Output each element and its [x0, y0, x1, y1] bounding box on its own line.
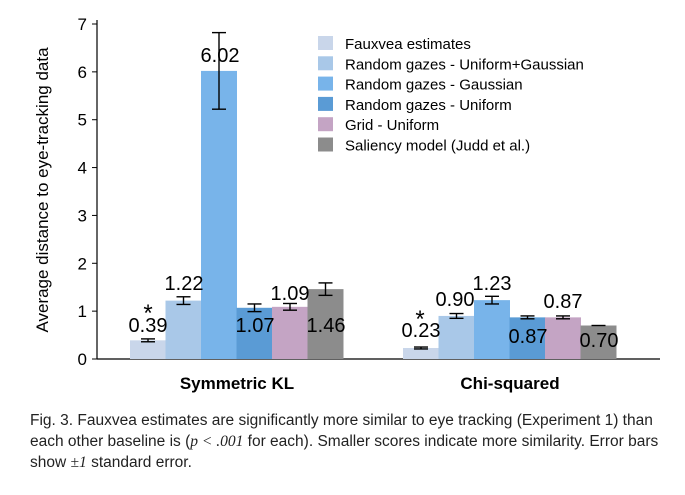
category-label: Symmetric KL: [180, 374, 294, 393]
y-tick-label: 7: [78, 15, 87, 34]
y-tick-label: 1: [78, 302, 87, 321]
bar: [580, 325, 617, 359]
caption-pm: ±1: [70, 454, 87, 471]
data-label: 0.23: [402, 320, 441, 342]
data-label: 1.46: [307, 315, 346, 337]
legend-swatch: [318, 76, 333, 91]
caption-text-3: standard error.: [86, 454, 192, 471]
bar: [403, 347, 439, 359]
legend-swatch: [318, 96, 333, 111]
data-label: 1.22: [165, 273, 204, 295]
y-tick-label: 5: [78, 111, 87, 130]
significance-marker: *: [143, 300, 152, 327]
y-tick-label: 6: [78, 63, 87, 82]
bar: [130, 340, 166, 359]
data-label: 1.23: [473, 273, 512, 295]
data-label: 0.39: [129, 315, 168, 337]
bar: [509, 317, 546, 359]
caption-math: p < .001: [190, 433, 244, 450]
legend-label: Fauxvea estimates: [345, 36, 471, 53]
bar: [272, 306, 308, 359]
y-tick-label: 0: [78, 350, 87, 369]
bar: [201, 70, 237, 360]
y-tick-label: 2: [78, 254, 87, 273]
bar: [474, 300, 510, 359]
legend-swatch: [318, 137, 333, 152]
category-label: Chi-squared: [460, 374, 559, 393]
bar: [165, 300, 202, 359]
y-tick-label: 3: [78, 206, 87, 225]
data-label: 0.90: [436, 289, 475, 311]
bar: [545, 317, 581, 359]
legend-swatch: [318, 117, 333, 132]
data-label: 1.07: [236, 315, 275, 337]
significance-marker: *: [415, 306, 424, 333]
figure-caption: Fig. 3. Fauxvea estimates are significan…: [30, 410, 660, 473]
bar: [236, 307, 273, 359]
data-label: 0.87: [544, 291, 583, 313]
y-axis-label: Average distance to eye-tracking data: [33, 47, 52, 333]
legend-label: Saliency model (Judd et al.): [345, 138, 530, 155]
legend-label: Random gazes - Uniform: [345, 97, 512, 114]
data-label: 0.87: [509, 326, 548, 348]
caption-text-1: Fig. 3. Fauxvea estimates are significan…: [30, 412, 653, 450]
legend: Fauxvea estimates Random gazes - Uniform+…: [318, 36, 584, 155]
data-label: 0.70: [580, 330, 619, 352]
bars-group: Symmetric KL Chi-squared0.39*0.23*1.220.9…: [129, 31, 619, 393]
legend-swatch: [318, 56, 333, 71]
legend-label: Random gazes - Gaussian: [345, 77, 523, 94]
bar: [307, 289, 344, 359]
data-label: 1.09: [271, 283, 310, 305]
legend-label: Grid - Uniform: [345, 117, 439, 134]
y-tick-label: 4: [78, 159, 87, 178]
caption-text-2: for each). Smaller scores indicate more …: [30, 433, 659, 471]
data-label: 6.02: [201, 45, 240, 67]
bar-chart: Average distance to eye-tracking data 0 1…: [33, 15, 660, 393]
legend-swatch: [318, 36, 333, 50]
legend-label: Random gazes - Uniform+Gaussian: [345, 56, 584, 73]
bar: [438, 315, 475, 359]
